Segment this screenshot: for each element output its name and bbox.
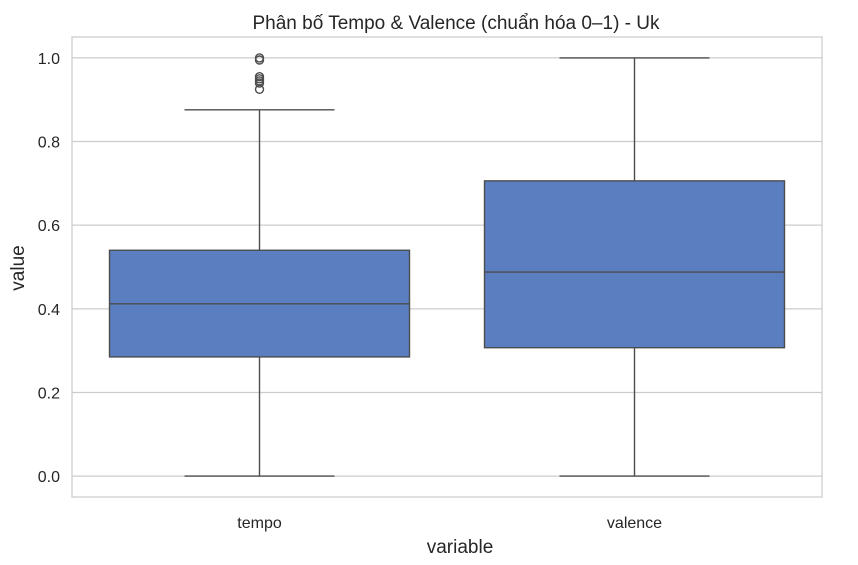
outlier-point (254, 53, 265, 63)
y-axis-label: value (8, 245, 29, 290)
y-tick-label: 0.4 (38, 302, 60, 319)
x-tick-labels: tempo valence (237, 515, 662, 532)
iqr-box (483, 180, 786, 349)
x-tick-label-tempo: tempo (237, 515, 282, 532)
y-tick-label: 0.2 (38, 385, 60, 402)
y-tick-label: 1.0 (38, 51, 60, 68)
y-tick-label: 0.0 (38, 469, 60, 486)
y-tick-label: 0.6 (38, 218, 60, 235)
outlier-point (254, 72, 265, 82)
x-tick-label-valence: valence (607, 515, 662, 532)
y-tick-label: 0.8 (38, 135, 60, 152)
box-valence (483, 57, 786, 477)
y-tick-labels: 0.0 0.2 0.4 0.6 0.8 1.0 (38, 51, 60, 486)
x-axis-label: variable (427, 537, 494, 558)
box-series (108, 53, 786, 477)
chart-title: Phân bố Tempo & Valence (chuẩn hóa 0–1) … (253, 13, 660, 34)
box-tempo (108, 53, 411, 477)
plot-area-frame (71, 36, 823, 498)
